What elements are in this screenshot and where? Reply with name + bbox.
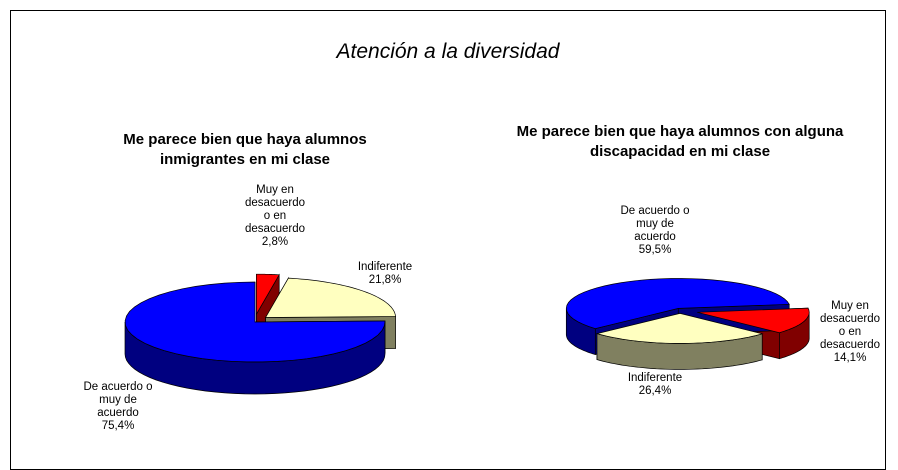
slice-label: Indiferente 21,8% [340, 261, 430, 287]
value-label: 14,1% [833, 352, 867, 364]
slice-label: Indiferente 26,4% [610, 372, 700, 398]
slice-label: De acuerdo o muy de acuerdo 59,5% [610, 205, 700, 257]
value-label: 59,5% [638, 244, 672, 256]
value-label: 26,4% [638, 385, 672, 397]
category-label: Indiferente [357, 261, 413, 273]
slice-label: De acuerdo o muy de acuerdo 75,4% [73, 381, 163, 433]
value-label: 75,4% [101, 420, 135, 432]
slice [565, 278, 790, 329]
slice [124, 281, 386, 363]
chart-title: Me parece bien que haya alumnos inmigran… [123, 131, 367, 168]
value-label: 21,8% [368, 274, 402, 286]
slice [697, 307, 810, 334]
slice-label: Muy en desacuerdo o en desacuerdo 14,1% [805, 300, 895, 365]
charts [124, 273, 810, 395]
category-label: De acuerdo o muy de acuerdo [620, 205, 690, 243]
slice-label: Muy en desacuerdo o en desacuerdo 2,8% [230, 184, 320, 249]
slice [256, 273, 280, 316]
page-title: Atención a la diversidad [336, 40, 560, 63]
category-label: De acuerdo o muy de acuerdo [83, 381, 153, 419]
slice [595, 313, 764, 344]
category-label: Indiferente [627, 372, 683, 384]
category-label: Muy en desacuerdo o en desacuerdo [819, 300, 881, 351]
category-label: Muy en desacuerdo o en desacuerdo [244, 184, 306, 235]
slice [264, 277, 397, 318]
chart-title: Me parece bien que haya alumnos con algu… [516, 123, 844, 160]
page: Atención a la diversidad Me parece bien … [10, 10, 895, 470]
value-label: 2,8% [261, 236, 289, 248]
